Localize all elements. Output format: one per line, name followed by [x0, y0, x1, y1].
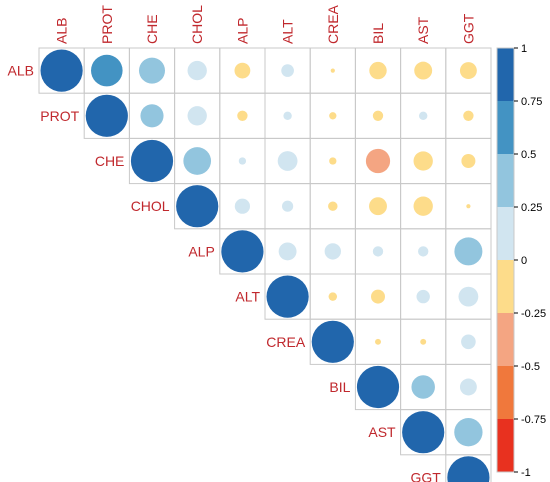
corr-circle-ALT-BIL — [371, 289, 385, 304]
legend-swatch — [497, 48, 514, 101]
legend-tick-label: 0.25 — [521, 202, 542, 214]
legend-swatch — [497, 101, 514, 154]
corr-circle-BIL-BIL — [356, 365, 400, 409]
row-label-ALB: ALB — [8, 63, 34, 79]
corr-circle-PROT-CHE — [140, 104, 164, 128]
corr-circle-ALB-PROT — [91, 54, 123, 87]
corr-circle-ALP-GGT — [454, 237, 483, 266]
corr-circle-CHOL-AST — [413, 196, 433, 216]
corr-circle-CREA-GGT — [461, 334, 476, 350]
corr-circle-ALB-ALT — [281, 64, 294, 77]
corr-circle-BIL-GGT — [459, 378, 477, 396]
legend-swatch — [497, 419, 514, 472]
corr-circle-ALP-BIL — [372, 246, 384, 257]
corr-circle-ALP-ALP — [221, 230, 264, 273]
legend-tick-label: 0 — [521, 255, 527, 267]
corr-circle-BIL-AST — [411, 375, 435, 399]
corr-circle-ALP-ALT — [278, 242, 297, 261]
col-label-CHE: CHE — [144, 14, 160, 44]
corr-circle-PROT-AST — [418, 111, 428, 121]
corr-circle-AST-GGT — [454, 418, 483, 447]
corr-circle-PROT-GGT — [463, 110, 474, 121]
legend-tick-label: 0.5 — [521, 149, 536, 161]
col-label-ALT: ALT — [280, 19, 296, 44]
corr-circle-ALB-GGT — [459, 62, 477, 80]
col-label-AST: AST — [415, 16, 431, 44]
col-label-GGT: GGT — [460, 13, 476, 44]
corr-circle-ALP-AST — [418, 246, 429, 257]
corr-circle-ALB-CHOL — [187, 60, 207, 81]
corr-circle-CREA-CREA — [311, 320, 354, 363]
correlation-circles — [40, 49, 490, 482]
grid-cell-GGT-GGT — [445, 454, 492, 482]
corr-circle-CHE-CREA — [329, 157, 337, 165]
corr-circle-ALB-CREA — [330, 68, 335, 73]
legend-swatch — [497, 154, 514, 207]
col-label-PROT: PROT — [99, 5, 115, 44]
corr-circle-CHE-BIL — [365, 148, 391, 174]
row-label-AST: AST — [368, 424, 396, 440]
legend-swatch — [497, 207, 514, 260]
legend-swatch — [497, 260, 514, 313]
corr-circle-PROT-CREA — [329, 112, 337, 120]
corr-circle-CHOL-ALP — [234, 198, 251, 214]
corr-circle-CHE-ALT — [277, 151, 298, 171]
corr-circle-ALB-BIL — [369, 61, 387, 80]
corr-circle-ALB-ALP — [234, 62, 251, 79]
row-label-CREA: CREA — [266, 334, 306, 350]
corr-circle-CHE-CHE — [130, 139, 174, 183]
corr-circle-CREA-BIL — [375, 338, 381, 345]
legend-tick-label: -0.25 — [521, 308, 546, 320]
corr-circle-CHE-AST — [413, 151, 433, 171]
corr-circle-CHE-GGT — [461, 154, 476, 168]
corr-circle-ALT-GGT — [458, 286, 479, 307]
corr-circle-ALB-CHE — [138, 57, 166, 84]
legend-tick-label: -1 — [521, 467, 531, 479]
grid-lines — [38, 47, 492, 482]
col-label-CHOL: CHOL — [189, 5, 205, 44]
corr-circle-PROT-BIL — [372, 110, 384, 121]
legend-swatch — [497, 366, 514, 419]
corr-circle-CHOL-BIL — [369, 197, 387, 216]
row-label-PROT: PROT — [40, 108, 79, 124]
legend-tick-label: 1 — [521, 43, 527, 55]
corr-circle-CHE-ALP — [238, 157, 247, 165]
column-labels: ALB PROT CHE CHOL ALP ALT CREA BIL AST GGT — [54, 4, 477, 44]
corr-circle-CHOL-ALT — [282, 200, 294, 212]
row-labels: ALB PROT CHE CHOL ALP ALT CREA BIL AST GGT — [8, 63, 442, 482]
corr-circle-ALB-ALB — [40, 49, 83, 92]
corr-circle-PROT-ALT — [283, 111, 292, 121]
corr-circle-PROT-CHOL — [187, 106, 207, 126]
corr-circle-GGT-GGT — [447, 456, 490, 482]
corr-circle-ALT-ALT — [266, 275, 309, 318]
legend-tick-label: -0.75 — [521, 414, 546, 426]
legend-tick-label: 0.75 — [521, 96, 542, 108]
corr-circle-CHOL-GGT — [466, 204, 471, 209]
corr-circle-AST-AST — [402, 411, 445, 454]
col-label-ALP: ALP — [234, 18, 250, 44]
row-label-CHE: CHE — [95, 153, 125, 169]
col-label-ALB: ALB — [54, 18, 70, 44]
corr-circle-CHOL-CREA — [328, 201, 338, 211]
legend-tick-label: -0.5 — [521, 361, 540, 373]
corr-circle-ALT-CREA — [328, 292, 338, 301]
corr-circle-CHOL-CHOL — [176, 185, 219, 228]
corr-circle-CREA-AST — [420, 338, 427, 345]
corr-circle-CHE-CHOL — [183, 147, 212, 175]
corr-circle-ALP-CREA — [324, 243, 341, 260]
corr-circle-PROT-ALP — [237, 110, 248, 121]
corr-circle-PROT-PROT — [85, 94, 128, 137]
corr-circle-ALB-AST — [414, 61, 433, 80]
row-label-ALP: ALP — [188, 243, 214, 259]
row-label-BIL: BIL — [329, 379, 350, 395]
corr-circle-ALT-AST — [416, 289, 430, 304]
row-label-GGT: GGT — [410, 469, 441, 482]
color-legend: 1 0.75 0.5 0.25 0 -0.25 -0.5 -0.75 -1 — [496, 43, 546, 479]
col-label-CREA: CREA — [325, 4, 341, 44]
row-label-CHOL: CHOL — [131, 198, 170, 214]
row-label-ALT: ALT — [235, 289, 260, 305]
legend-swatch — [497, 313, 514, 366]
col-label-BIL: BIL — [370, 23, 386, 44]
